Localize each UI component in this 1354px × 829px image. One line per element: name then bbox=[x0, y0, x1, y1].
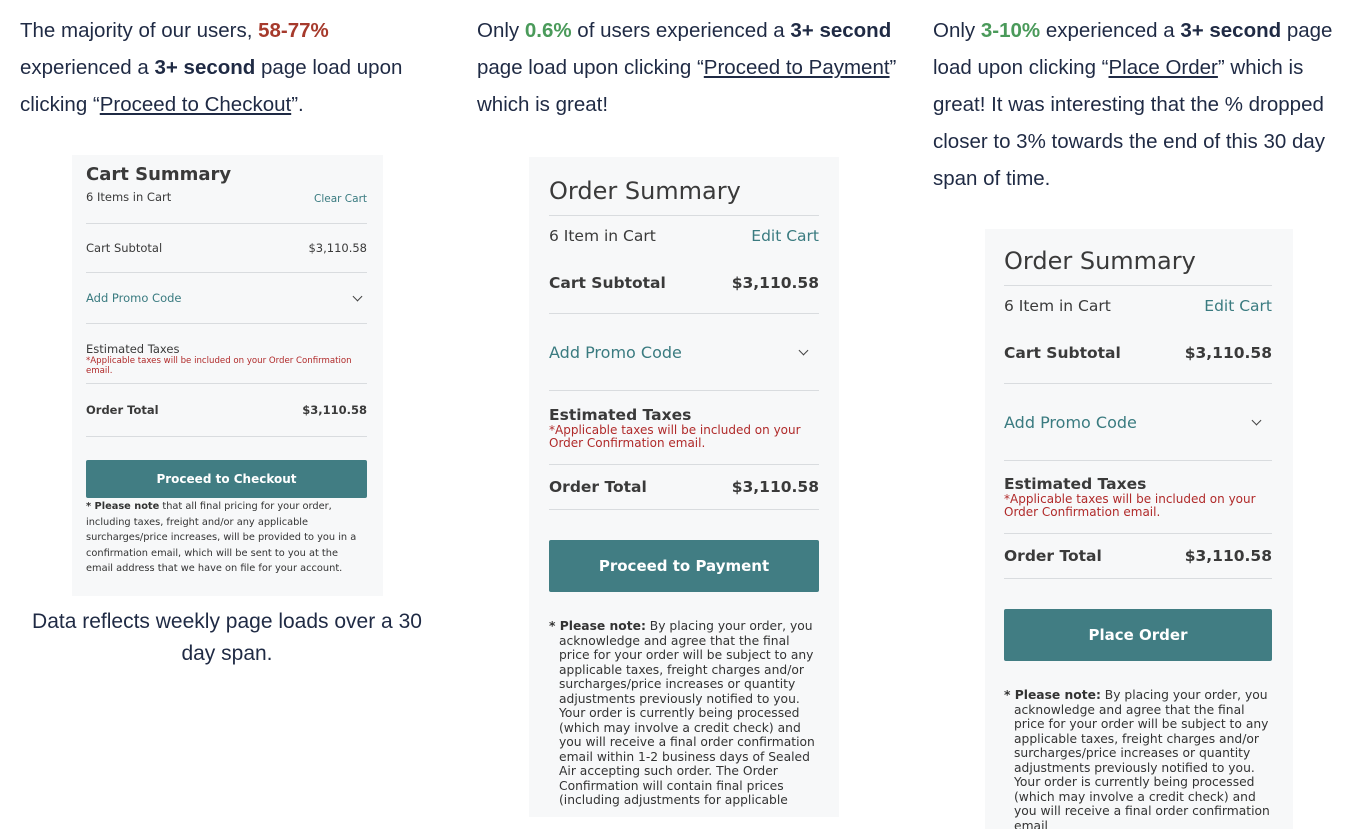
taxes-label: Estimated Taxes bbox=[86, 342, 180, 356]
order-note: * Please note: By placing your order, yo… bbox=[1004, 688, 1272, 829]
pricing-note: * Please note that all final pricing for… bbox=[86, 499, 367, 577]
taxes-note: *Applicable taxes will be included on yo… bbox=[549, 423, 801, 450]
order-note: * Please note: By placing your order, yo… bbox=[549, 619, 819, 808]
subtotal-value: $3,110.58 bbox=[308, 241, 367, 255]
note-text: By placing your order, you acknowledge a… bbox=[559, 619, 815, 807]
note-bold: * Please note bbox=[86, 501, 160, 512]
data-caption: Data reflects weekly page loads over a 3… bbox=[32, 610, 422, 665]
total-value: $3,110.58 bbox=[1184, 547, 1272, 565]
taxes-note: *Applicable taxes will be included on yo… bbox=[86, 356, 352, 376]
subtotal-label: Cart Subtotal bbox=[86, 241, 163, 255]
desc-text: The majority of our users, bbox=[20, 19, 259, 42]
bold-text: 3+ second bbox=[1180, 19, 1282, 42]
subtotal-value: $3,110.58 bbox=[731, 274, 819, 292]
total-label: Order Total bbox=[1004, 547, 1102, 565]
note-bold: * Please note: bbox=[1004, 688, 1101, 702]
note-text: that all final pricing for your order, i… bbox=[86, 501, 357, 574]
promo-code-toggle[interactable]: Add Promo Code bbox=[86, 273, 367, 324]
total-value: $3,110.58 bbox=[302, 403, 367, 417]
promo-code-toggle[interactable]: Add Promo Code bbox=[549, 314, 819, 391]
chevron-down-icon bbox=[352, 291, 363, 302]
items-count: 6 Item in Cart bbox=[549, 227, 656, 245]
edit-cart-link[interactable]: Edit Cart bbox=[751, 227, 819, 245]
taxes-label: Estimated Taxes bbox=[549, 406, 692, 424]
panel-title: Order Summary bbox=[1004, 229, 1272, 286]
subtotal-label: Cart Subtotal bbox=[549, 274, 666, 292]
proceed-to-checkout-button[interactable]: Proceed to Checkout bbox=[86, 460, 367, 498]
note-bold: * Please note: bbox=[549, 619, 646, 633]
desc-text: experienced a bbox=[1040, 19, 1181, 42]
percentage-highlight: 0.6% bbox=[524, 19, 572, 42]
panel-title: Order Summary bbox=[549, 157, 819, 216]
items-count: 6 Items in Cart bbox=[86, 190, 172, 204]
note-text: By placing your order, you acknowledge a… bbox=[1014, 688, 1270, 829]
promo-code-label: Add Promo Code bbox=[86, 291, 182, 305]
column-1-description: The majority of our users, 58-77% experi… bbox=[20, 12, 445, 123]
edit-cart-link[interactable]: Edit Cart bbox=[1204, 297, 1272, 315]
order-summary-panel-place-order: Order Summary 6 Item in Cart Edit Cart C… bbox=[985, 229, 1293, 829]
percentage-highlight: 58-77% bbox=[258, 19, 329, 42]
button-reference: Place Order bbox=[1108, 56, 1218, 79]
percentage-highlight: 3-10% bbox=[980, 19, 1041, 42]
desc-text: page load upon clicking “ bbox=[477, 56, 704, 79]
promo-code-label: Add Promo Code bbox=[549, 342, 682, 362]
desc-text: of users experienced a bbox=[571, 19, 791, 42]
desc-text: page load upon clicking “ bbox=[20, 56, 403, 116]
cart-summary-panel: Cart Summary 6 Items in Cart Clear Cart … bbox=[72, 155, 383, 596]
taxes-label: Estimated Taxes bbox=[1004, 475, 1147, 493]
promo-code-toggle[interactable]: Add Promo Code bbox=[1004, 384, 1272, 461]
order-summary-panel-payment: Order Summary 6 Item in Cart Edit Cart C… bbox=[529, 157, 839, 817]
desc-text: ”. bbox=[291, 93, 304, 116]
button-reference: Proceed to Checkout bbox=[99, 93, 292, 116]
desc-text: page load upon clicking “ bbox=[933, 19, 1333, 79]
place-order-button[interactable]: Place Order bbox=[1004, 609, 1272, 661]
column-2-description: Only 0.6% of users experienced a 3+ seco… bbox=[477, 12, 897, 123]
subtotal-label: Cart Subtotal bbox=[1004, 344, 1121, 362]
bold-text: 3+ second bbox=[790, 19, 892, 42]
column-3-description: Only 3-10% experienced a 3+ second page … bbox=[933, 12, 1343, 197]
button-reference: Proceed to Payment bbox=[703, 56, 890, 79]
chevron-down-icon bbox=[1251, 415, 1262, 426]
proceed-to-payment-button[interactable]: Proceed to Payment bbox=[549, 540, 819, 592]
clear-cart-link[interactable]: Clear Cart bbox=[314, 193, 367, 205]
desc-text: experienced a bbox=[20, 56, 155, 79]
desc-text: ” which is great! It was interesting tha… bbox=[933, 56, 1326, 190]
total-label: Order Total bbox=[549, 478, 647, 496]
promo-code-label: Add Promo Code bbox=[1004, 412, 1137, 432]
total-label: Order Total bbox=[86, 403, 159, 417]
desc-text: ” which is great! bbox=[477, 56, 897, 116]
subtotal-value: $3,110.58 bbox=[1184, 344, 1272, 362]
desc-text: Only bbox=[933, 19, 981, 42]
bold-text: 3+ second bbox=[154, 56, 256, 79]
taxes-note: *Applicable taxes will be included on yo… bbox=[1004, 492, 1256, 519]
total-value: $3,110.58 bbox=[731, 478, 819, 496]
panel-title: Cart Summary bbox=[86, 164, 232, 185]
desc-text: Only bbox=[477, 19, 525, 42]
chevron-down-icon bbox=[798, 345, 809, 356]
items-count: 6 Item in Cart bbox=[1004, 297, 1111, 315]
